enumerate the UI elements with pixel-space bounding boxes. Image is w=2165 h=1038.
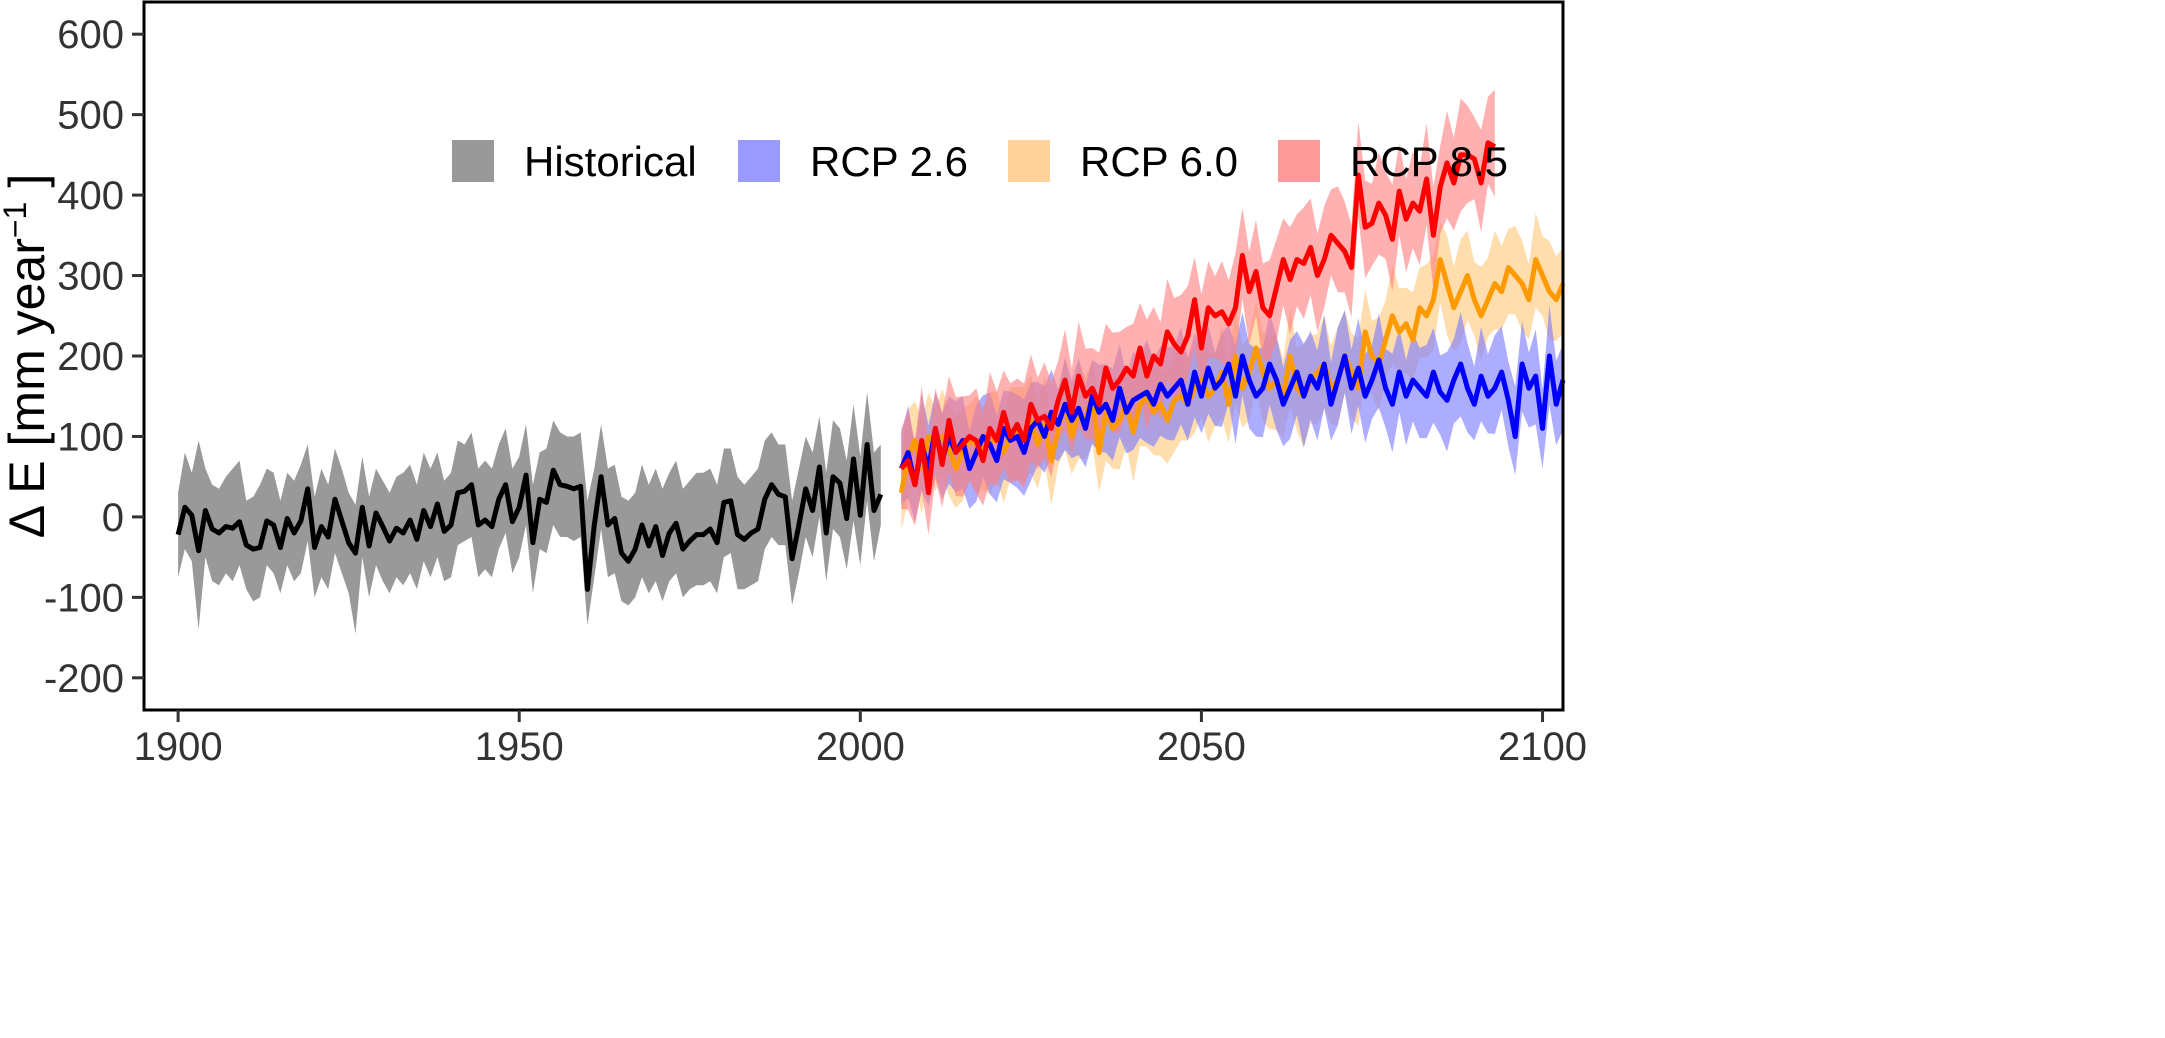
legend-label: RCP 8.5 xyxy=(1350,138,1508,185)
x-tick-label: 2050 xyxy=(1157,725,1246,769)
x-axis: 1900 1950 2000 2050 2100 xyxy=(134,710,1587,769)
line-historical xyxy=(175,442,884,592)
legend-item-rcp-2-6: RCP 2.6 xyxy=(738,138,968,185)
plot-area xyxy=(175,89,1566,634)
line-rcp-2-6 xyxy=(898,353,1566,488)
y-tick-label: 200 xyxy=(57,335,124,379)
y-tick-label: 400 xyxy=(57,174,124,218)
legend-item-historical: Historical xyxy=(452,138,697,185)
legend-label: RCP 2.6 xyxy=(810,138,968,185)
x-tick-label: 2100 xyxy=(1498,725,1587,769)
y-axis-title-superscript: −1 xyxy=(0,202,33,238)
y-tick-label: 300 xyxy=(57,255,124,299)
y-tick-label: -100 xyxy=(44,576,124,620)
legend: Historical RCP 2.6 RCP 6.0 RCP 8.5 xyxy=(452,138,1508,185)
band-rcp-2-6 xyxy=(901,305,1563,522)
x-tick-label: 2000 xyxy=(816,725,905,769)
legend-key xyxy=(738,140,780,182)
legend-label: RCP 6.0 xyxy=(1080,138,1238,185)
y-axis-title-main: Δ E [mm year xyxy=(0,238,55,538)
legend-key xyxy=(1008,140,1050,182)
legend-item-rcp-8-5: RCP 8.5 xyxy=(1278,138,1508,185)
legend-label: Historical xyxy=(524,138,697,185)
y-tick-label: 600 xyxy=(57,13,124,57)
y-tick-label: 100 xyxy=(57,415,124,459)
y-tick-label: -200 xyxy=(44,657,124,701)
line-rcp-8-5 xyxy=(899,140,1497,496)
y-axis-title-suffix: ] xyxy=(0,174,55,188)
y-tick-label: 500 xyxy=(57,94,124,138)
x-tick-label: 1900 xyxy=(134,725,223,769)
legend-item-rcp-6-0: RCP 6.0 xyxy=(1008,138,1238,185)
y-axis: -200 -100 0 100 200 300 400 500 600 xyxy=(44,13,144,701)
y-axis-title: Δ E [mm year−1] xyxy=(0,174,55,539)
y-tick-label: 0 xyxy=(102,496,124,540)
legend-key xyxy=(1278,140,1320,182)
legend-key xyxy=(452,140,494,182)
x-tick-label: 1950 xyxy=(475,725,564,769)
